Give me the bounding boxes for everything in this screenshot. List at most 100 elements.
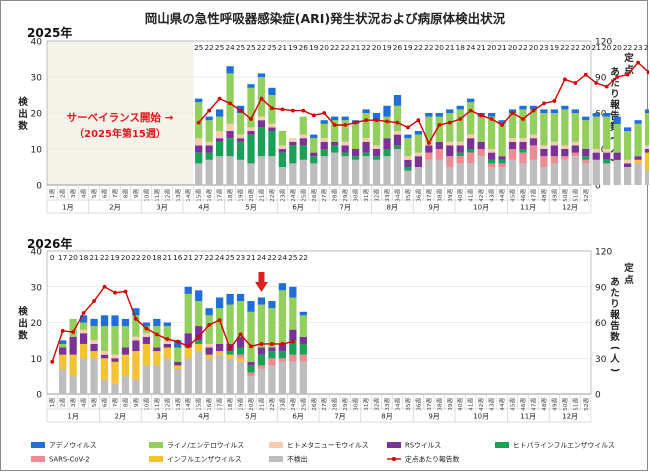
specimen-count: 21 <box>497 43 507 52</box>
specimen-count: 22 <box>361 43 370 52</box>
specimen-count: 23 <box>633 43 643 52</box>
report-rate-point <box>468 108 473 113</box>
bar-segment-hpiv <box>519 149 527 153</box>
bar-segment-sars <box>268 358 276 366</box>
bar-segment-hmpv <box>268 123 276 128</box>
month-label: 10月 <box>473 413 489 421</box>
specimen-count: 22 <box>204 43 213 52</box>
bar-segment-rs <box>59 347 67 355</box>
bar-segment-flu <box>59 354 67 369</box>
bar-segment-rhino <box>487 116 496 149</box>
month-label: 11月 <box>520 413 536 421</box>
bar-segment-rhino <box>477 116 485 142</box>
legend-swatch-hmpv <box>269 442 283 448</box>
bar-segment-rs <box>613 152 621 160</box>
bar-segment-rs <box>163 343 171 348</box>
report-rate-point <box>562 77 567 82</box>
week-label: 34週 <box>393 189 401 202</box>
bar-segment-hmpv <box>289 138 297 142</box>
bar-segment-rhino <box>278 290 287 344</box>
bar-segment-rhino <box>299 315 307 337</box>
week-label: 20週 <box>247 398 255 411</box>
bar-segment-none <box>571 156 579 185</box>
bar-segment-hpiv <box>289 340 297 355</box>
bar-segment-adeno <box>226 66 234 74</box>
y2-axis-label-char: 点 <box>624 64 634 76</box>
bar-segment-hmpv <box>299 134 307 139</box>
report-rate-point <box>594 81 599 85</box>
week-label: 30週 <box>352 189 360 202</box>
week-label: 28週 <box>331 189 339 202</box>
week-label: 5週 <box>90 398 98 408</box>
bar-segment-rhino <box>404 138 412 157</box>
bar-segment-rs <box>529 138 538 146</box>
report-rate-point <box>311 113 316 118</box>
bar-segment-rhino <box>362 113 370 139</box>
report-rate-point <box>196 334 201 339</box>
bar-segment-none <box>278 361 287 394</box>
bar-segment-rs <box>289 329 297 341</box>
bar-segment-flu <box>644 152 650 171</box>
y2-tick-label: 30 <box>595 146 607 156</box>
bar-segment-rs <box>195 326 203 341</box>
legend-swatch-none <box>269 456 283 462</box>
bar-segment-rs <box>644 149 650 153</box>
bar-segment-rhino <box>351 123 360 149</box>
bar-segment-none <box>90 358 98 394</box>
week-label: 27週 <box>320 398 328 411</box>
bar-segment-rhino <box>571 113 579 142</box>
bar-segment-sars <box>529 145 538 160</box>
bar-segment-sars <box>456 156 464 164</box>
week-label: 32週 <box>373 398 381 411</box>
bar-segment-hmpv <box>362 138 370 142</box>
specimen-count: 22 <box>299 253 308 262</box>
specimen-count: 22 <box>571 43 580 52</box>
bar-segment-flu <box>634 159 642 164</box>
report-rate-point <box>332 123 337 127</box>
bar-segment-sars <box>247 372 255 377</box>
week-label: 32週 <box>373 189 381 202</box>
bar-segment-sars <box>278 358 287 362</box>
bar-segment-rs <box>372 149 381 157</box>
month-label: 5月 <box>245 204 256 212</box>
bar-segment-none <box>592 159 600 185</box>
specimen-count: 21 <box>163 253 173 262</box>
report-rate-point <box>437 123 442 127</box>
report-rate-point <box>238 332 243 337</box>
bar-segment-hmpv <box>508 138 517 142</box>
bar-segment-sars <box>435 149 443 160</box>
report-rate-point <box>416 118 421 123</box>
bar-segment-rs <box>414 156 423 167</box>
bar-segment-none <box>508 159 517 185</box>
bar-segment-rs <box>257 120 266 128</box>
week-label: 3週 <box>69 189 77 199</box>
bar-segment-none <box>446 167 454 185</box>
bar-segment-adeno <box>247 84 255 88</box>
bar-segment-flu <box>111 361 119 384</box>
week-label: 46週 <box>519 398 527 411</box>
bar-segment-adeno <box>289 286 297 298</box>
bar-segment-hpiv <box>247 134 255 164</box>
specimen-count: 21 <box>246 253 256 262</box>
bar-segment-rs <box>195 145 203 153</box>
week-label: 17週 <box>216 398 224 411</box>
y-axis-label-char: 数 <box>17 120 28 132</box>
bar-segment-hpiv <box>372 156 381 160</box>
week-label: 49週 <box>550 189 558 202</box>
report-rate-line <box>51 285 294 363</box>
bar-segment-none <box>195 163 203 185</box>
month-label: 9月 <box>428 204 439 212</box>
week-label: 40週 <box>456 398 464 411</box>
bar-segment-adeno <box>540 109 548 113</box>
week-label: 39週 <box>446 398 454 411</box>
bar-segment-hpiv <box>320 149 328 157</box>
y2-tick-label: 120 <box>595 248 612 258</box>
week-label: 47週 <box>529 398 537 411</box>
month-label: 1月 <box>62 204 73 212</box>
week-label: 29週 <box>341 398 349 411</box>
bar-segment-rhino <box>623 131 632 160</box>
specimen-count: 22 <box>330 43 339 52</box>
week-label: 46週 <box>519 189 527 202</box>
month-label: 1月 <box>67 413 78 421</box>
bar-segment-none <box>435 159 443 185</box>
